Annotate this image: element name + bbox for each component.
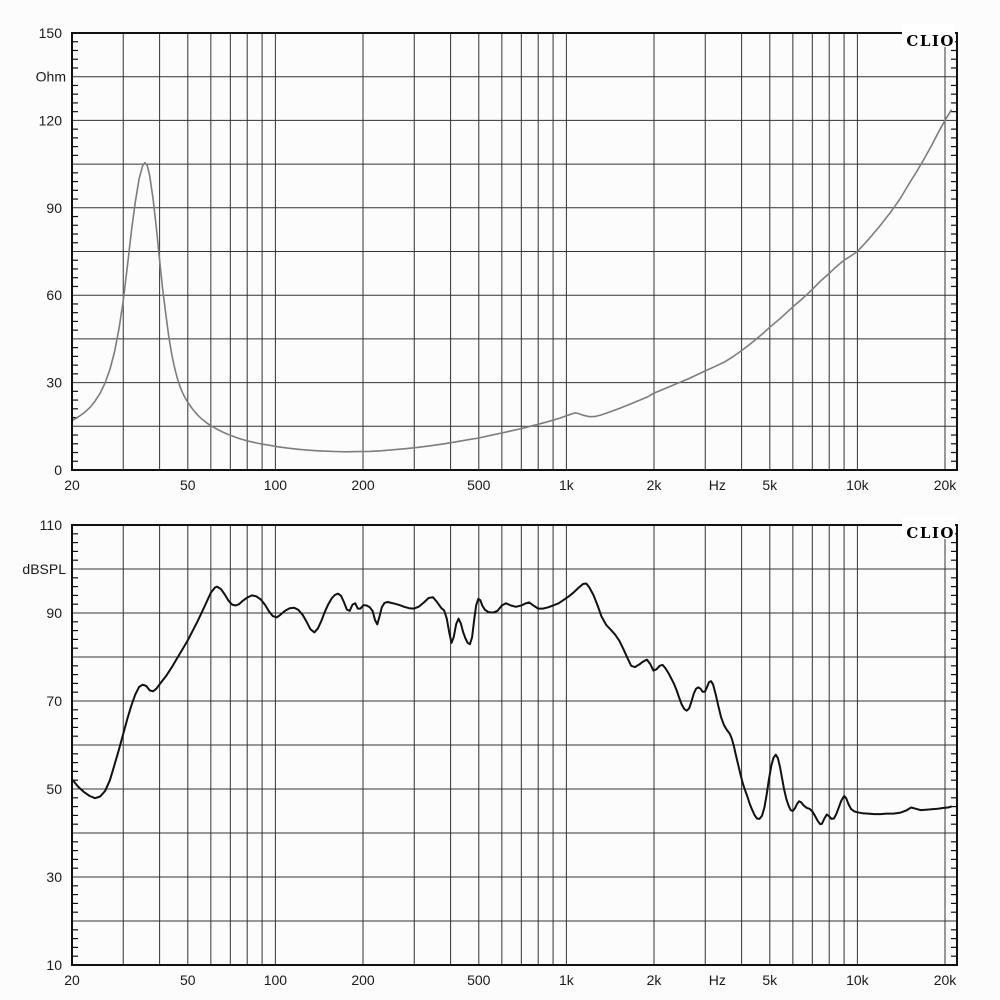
- x-axis-unit-label: Hz: [709, 972, 726, 988]
- y-tick-label: 90: [46, 605, 62, 621]
- spl-curve: [71, 582, 953, 826]
- brand-backdrop: [902, 517, 955, 539]
- y-tick-label: 70: [46, 693, 62, 709]
- impedance-plot: CLIO 0 30 60 90 120 150 Ohm 20 50 100 200 500 1k 2k Hz 5…: [0, 0, 1000, 505]
- y-tick-label: 30: [46, 869, 62, 885]
- plot-background: [0, 505, 1000, 1000]
- plot-background: [0, 0, 1000, 505]
- y-tick-label: 30: [46, 375, 62, 391]
- y-axis-unit-label: Ohm: [36, 69, 66, 85]
- brand-backdrop: [902, 25, 955, 47]
- x-tick-label: 1k: [559, 972, 575, 988]
- y-tick-label: 10: [46, 957, 62, 973]
- spl-plot: CLIO 10 30 50 70 90 110 dBSPL 20 50 100 200 500 1k 2k H…: [0, 505, 1000, 1000]
- y-tick-label: 110: [40, 517, 63, 533]
- x-tick-label: 2k: [647, 477, 663, 493]
- brand-clio: CLIO: [906, 524, 955, 542]
- x-tick-label: 50: [180, 477, 196, 493]
- y-tick-label: 120: [39, 112, 63, 128]
- x-axis-unit-label: Hz: [709, 477, 726, 493]
- impedance-curve: [71, 109, 952, 453]
- brand-clio: CLIO: [906, 32, 955, 50]
- x-tick-label: 200: [351, 477, 375, 493]
- x-tick-label: 2k: [647, 972, 663, 988]
- x-tick-label: 20: [64, 477, 80, 493]
- x-tick-label: 20k: [934, 477, 958, 493]
- y-tick-label: 150: [39, 25, 63, 41]
- x-tick-label: 10k: [846, 477, 870, 493]
- x-tick-label: 100: [264, 477, 288, 493]
- x-tick-label: 10k: [846, 972, 870, 988]
- x-tick-label: 100: [264, 972, 288, 988]
- x-tick-label: 20: [64, 972, 80, 988]
- impedance-chart: CLIO 0 30 60 90 120 150 Ohm 20 50 100 200 500 1k 2k Hz 5…: [0, 0, 1000, 505]
- y-tick-label: 50: [46, 781, 62, 797]
- y-tick-label: 60: [46, 287, 62, 303]
- x-tick-label: 200: [351, 972, 375, 988]
- y-tick-label: 0: [54, 462, 62, 478]
- x-tick-label: 50: [180, 972, 196, 988]
- x-tick-label: 500: [467, 477, 491, 493]
- x-tick-label: 20k: [934, 972, 958, 988]
- x-tick-label: 5k: [762, 972, 778, 988]
- x-tick-label: 5k: [762, 477, 778, 493]
- y-axis-unit-label: dBSPL: [22, 561, 66, 577]
- x-tick-label: 500: [467, 972, 491, 988]
- spl-chart: CLIO 10 30 50 70 90 110 dBSPL 20 50 100 200 500 1k 2k H…: [0, 505, 1000, 1000]
- plot-frame: [71, 524, 958, 966]
- plot-frame: [71, 32, 958, 471]
- y-tick-label: 90: [46, 200, 62, 216]
- x-tick-label: 1k: [559, 477, 575, 493]
